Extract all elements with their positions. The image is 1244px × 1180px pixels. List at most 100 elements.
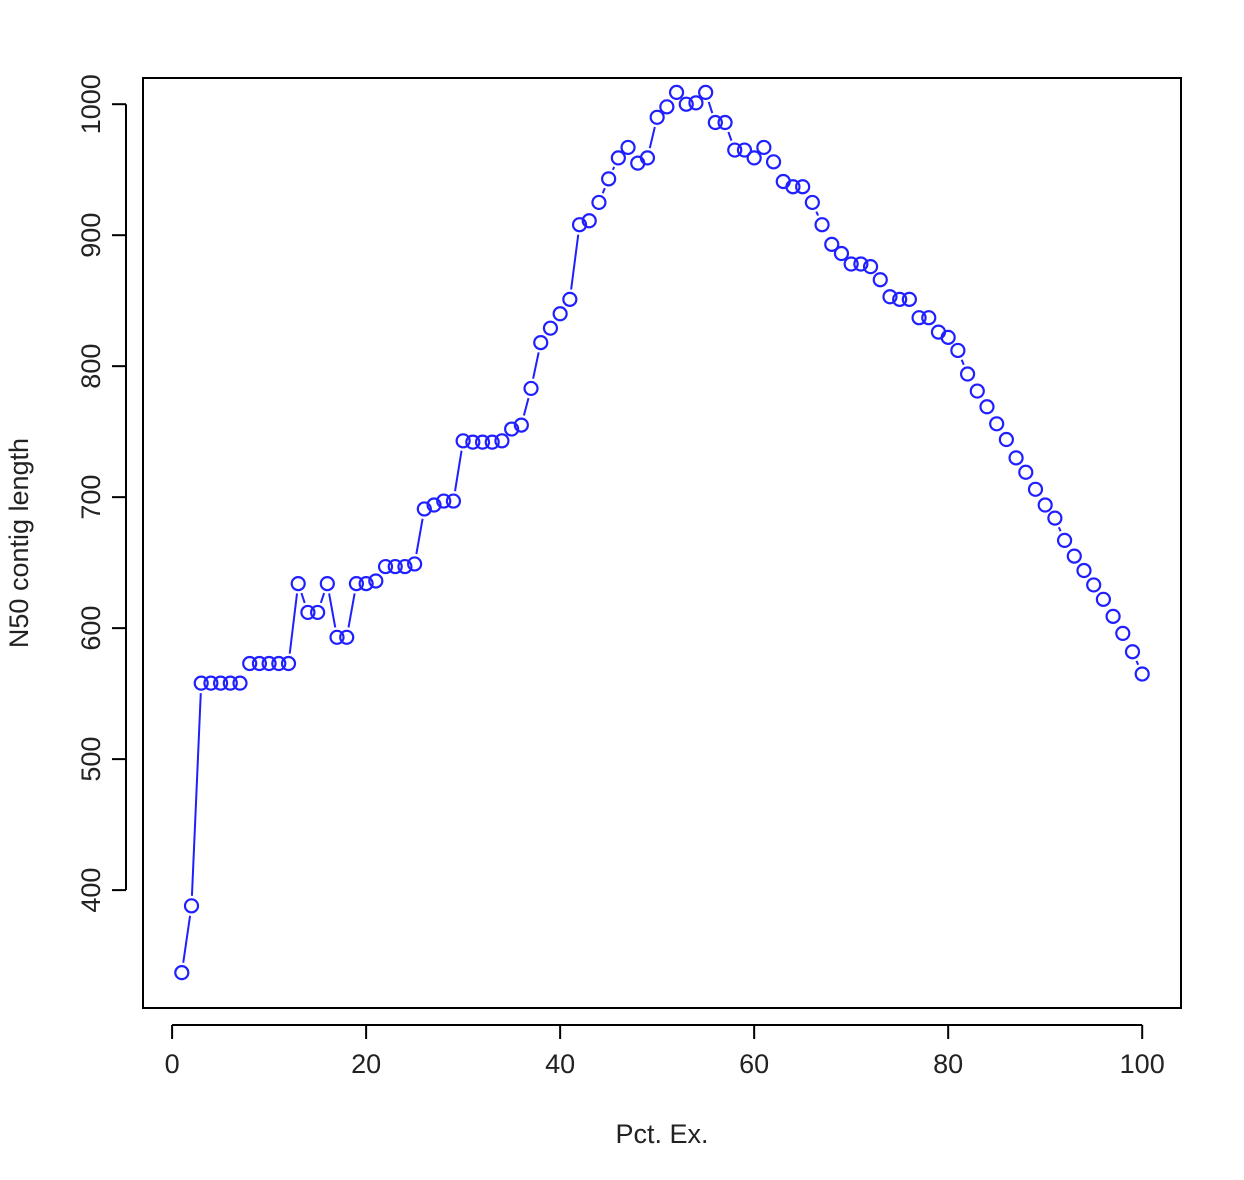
data-point	[552, 306, 568, 322]
data-point	[1037, 497, 1053, 513]
series-segment	[190, 693, 202, 896]
data-point	[232, 675, 248, 691]
data-point	[581, 213, 597, 229]
data-point	[1056, 532, 1073, 548]
data-point	[310, 604, 326, 621]
data-point	[668, 84, 685, 101]
data-point	[183, 898, 200, 914]
data-point	[280, 655, 297, 672]
series-segment	[815, 211, 819, 216]
series-segment	[707, 101, 714, 114]
data-point	[319, 576, 335, 592]
data-point	[998, 431, 1014, 448]
series-segment	[522, 397, 530, 416]
data-point	[833, 245, 850, 262]
data-point	[950, 342, 966, 359]
data-point	[416, 501, 432, 517]
x-axis-title: Pct. Ex.	[615, 1119, 708, 1149]
data-point	[824, 236, 840, 252]
data-point	[620, 139, 636, 156]
data-point	[639, 150, 656, 166]
data-point	[1134, 666, 1150, 682]
data-point	[843, 256, 859, 272]
data-point	[1086, 577, 1102, 593]
data-point	[746, 150, 762, 166]
data-point	[872, 272, 888, 288]
data-point	[1018, 464, 1034, 480]
plot-frame	[142, 77, 1182, 1009]
data-point	[523, 380, 539, 397]
data-point	[882, 289, 898, 305]
series-segment	[347, 593, 356, 628]
data-point	[242, 655, 258, 672]
data-point	[736, 142, 753, 158]
data-point	[1105, 608, 1121, 624]
data-point	[504, 421, 520, 437]
data-point	[348, 576, 365, 592]
data-point	[717, 114, 733, 131]
data-point	[494, 433, 510, 449]
data-point	[1095, 591, 1111, 607]
data-point	[571, 217, 588, 233]
data-point	[940, 329, 956, 345]
data-point	[513, 417, 529, 433]
y-tick-label: 700	[76, 475, 106, 520]
series-segment	[611, 166, 616, 171]
data-point	[174, 965, 190, 981]
data-point	[358, 576, 374, 592]
x-tick-label: 100	[1120, 1049, 1165, 1079]
y-axis-title: N50 contig length	[4, 438, 34, 648]
y-tick-label: 600	[76, 606, 106, 651]
y-tick-label: 500	[76, 737, 106, 782]
data-point	[465, 434, 481, 450]
data-point	[1027, 481, 1044, 497]
series-segment	[960, 359, 965, 366]
series-segment	[415, 518, 424, 555]
data-point	[484, 434, 500, 450]
series-segment	[1057, 526, 1062, 532]
series-segment	[727, 131, 733, 141]
data-point	[271, 655, 287, 672]
data-point	[329, 629, 345, 645]
x-tick-label: 40	[545, 1049, 575, 1079]
y-axis-ticks: 400 500 600 700 800 900 1000	[76, 74, 126, 913]
data-point	[1066, 548, 1082, 564]
series-segment	[319, 592, 326, 604]
data-point	[290, 576, 306, 592]
data-point	[387, 558, 403, 575]
data-point	[698, 84, 714, 101]
data-point	[203, 675, 219, 691]
series-segment	[532, 352, 540, 379]
data-point	[542, 320, 559, 336]
data-point	[1008, 450, 1024, 466]
data-point	[1115, 625, 1131, 641]
data-point	[765, 154, 782, 170]
data-point	[649, 109, 665, 125]
data-point	[1124, 644, 1141, 660]
data-point	[707, 114, 723, 131]
data-point	[1076, 562, 1092, 579]
data-point	[989, 416, 1005, 432]
series-segment	[288, 593, 299, 654]
data-point	[407, 556, 423, 572]
y-tick-label: 400	[76, 868, 106, 913]
series-segment	[601, 187, 606, 194]
data-point	[659, 99, 675, 115]
series-connecting-lines	[182, 101, 1140, 963]
y-tick-label: 1000	[76, 74, 106, 134]
series-segment	[300, 592, 306, 604]
series-segment	[1135, 660, 1140, 666]
data-point	[959, 366, 976, 382]
data-point	[892, 291, 908, 307]
data-point	[601, 171, 617, 187]
data-point	[795, 179, 811, 195]
data-point	[979, 399, 995, 415]
x-tick-label: 60	[739, 1049, 769, 1079]
data-point	[814, 217, 830, 233]
data-point	[533, 334, 549, 351]
series-segment	[648, 126, 656, 149]
data-point	[222, 675, 238, 691]
data-point	[213, 675, 229, 691]
data-point	[426, 497, 442, 513]
data-point	[785, 179, 801, 195]
